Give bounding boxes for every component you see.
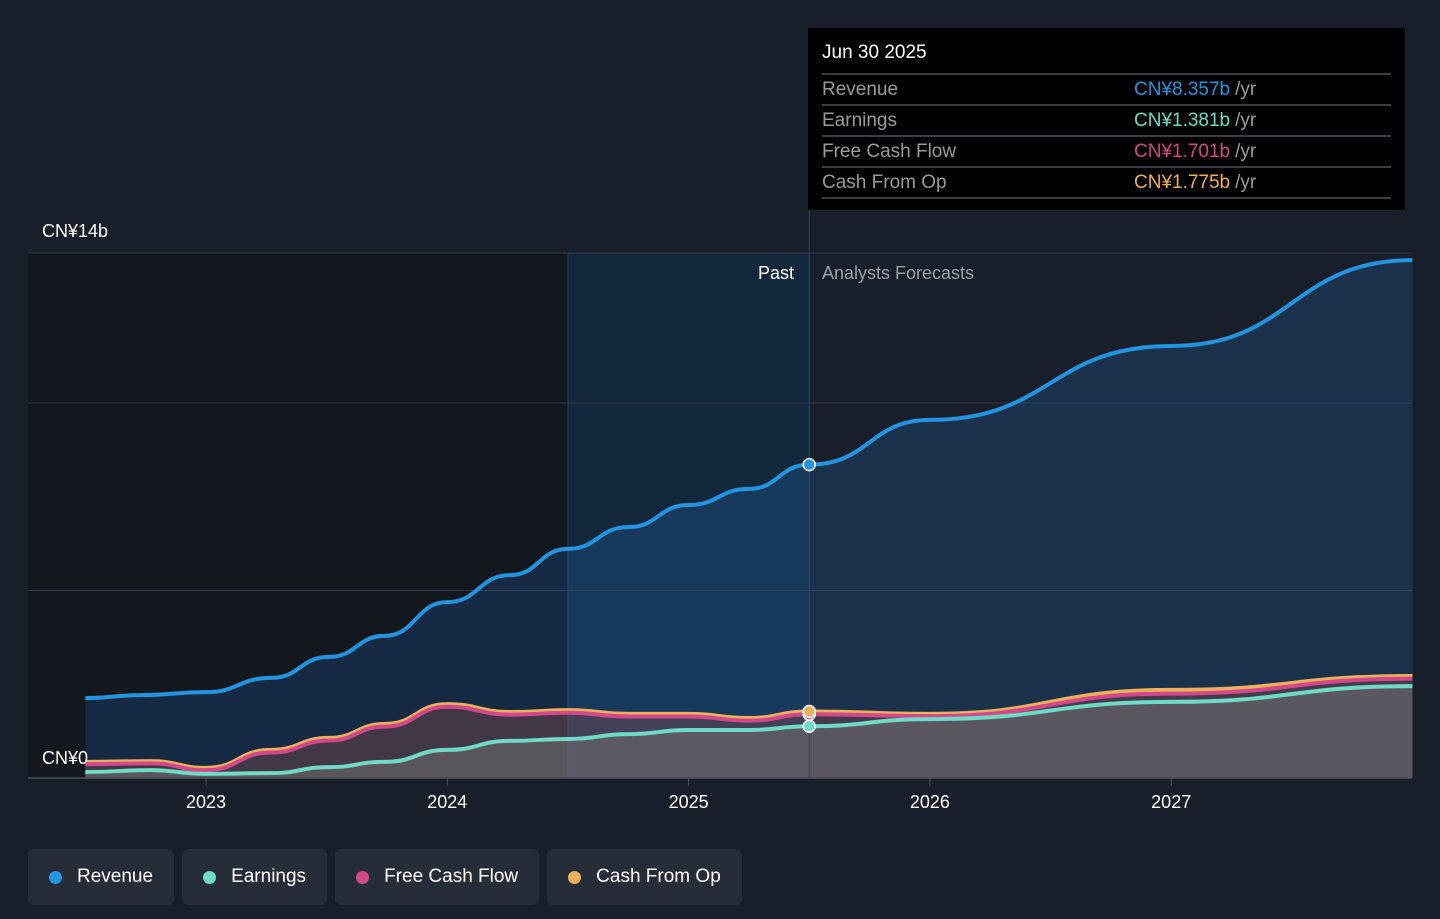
legend: Revenue Earnings Free Cash Flow Cash From O… (28, 849, 742, 905)
tooltip-label: Earnings (822, 109, 897, 131)
legend-item-revenue[interactable]: Revenue (28, 849, 175, 905)
tooltip-row: Free Cash Flow CN¥1.701b/yr (822, 137, 1391, 168)
tooltip-label: Cash From Op (822, 171, 947, 193)
legend-dot-icon (568, 870, 582, 884)
past-background (28, 253, 568, 778)
legend-label: Revenue (77, 866, 154, 887)
tooltip-row: Earnings CN¥1.381b/yr (822, 106, 1391, 137)
line-cash-from-op (85, 674, 1413, 770)
line-free-cash-flow (85, 676, 1413, 773)
legend-dot-icon (49, 870, 62, 884)
tooltip-unit: /yr (1235, 109, 1257, 131)
tooltip-row: Cash From Op CN¥1.775b/yr (822, 168, 1391, 199)
legend-label: Earnings (231, 866, 307, 887)
legend-item-earnings[interactable]: Earnings (182, 849, 328, 905)
tooltip-unit: /yr (1235, 171, 1257, 193)
tooltip-label: Revenue (822, 78, 899, 100)
marker-earnings (802, 719, 816, 733)
tooltip-label: Free Cash Flow (822, 140, 957, 162)
tooltip-row: Revenue CN¥8.357b/yr (822, 75, 1391, 106)
past-label: Past (757, 263, 794, 283)
line-earnings (85, 684, 1413, 776)
tooltip-value: CN¥1.701b (1134, 140, 1231, 162)
tooltip-value: CN¥8.357b (1134, 78, 1231, 100)
marker-revenue (802, 457, 816, 472)
line-revenue (85, 258, 1413, 701)
marker-cash-from-op (802, 704, 816, 719)
legend-dot-icon (356, 870, 370, 884)
y-axis-bottom-label: CN¥0 (42, 748, 89, 768)
tooltip-unit: /yr (1235, 78, 1257, 100)
tooltip-value: CN¥1.775b (1134, 171, 1231, 193)
x-tick-label: 2024 (427, 792, 467, 812)
x-tick-label: 2025 (669, 792, 709, 812)
tooltip: Jun 30 2025 Revenue CN¥8.357b/yr Earnings C… (808, 28, 1405, 210)
tooltip-date: Jun 30 2025 (822, 42, 1391, 75)
legend-item-cash-from-op[interactable]: Cash From Op (547, 849, 742, 905)
legend-dot-icon (203, 870, 217, 884)
x-tick-label: 2023 (186, 792, 226, 812)
legend-label: Cash From Op (596, 866, 721, 887)
past-highlight-region (567, 253, 810, 778)
forecast-label: Analysts Forecasts (822, 263, 975, 283)
legend-item-free-cash-flow[interactable]: Free Cash Flow (335, 849, 540, 905)
y-axis-top-label: CN¥14b (42, 221, 109, 241)
area-revenue (85, 260, 1413, 778)
x-tick-label: 2026 (910, 792, 950, 812)
tooltip-value: CN¥1.381b (1134, 109, 1231, 131)
x-tick-label: 2027 (1151, 792, 1191, 812)
tooltip-unit: /yr (1235, 140, 1257, 162)
area-earnings (85, 686, 1413, 778)
legend-label: Free Cash Flow (384, 866, 519, 887)
